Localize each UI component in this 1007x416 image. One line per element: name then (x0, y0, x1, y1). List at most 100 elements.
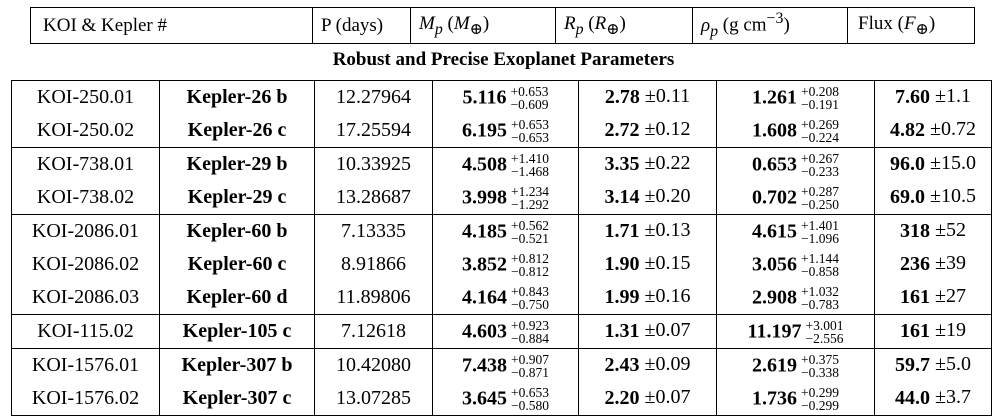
density-value: 4.615 (752, 220, 797, 242)
flux-value: 59.7 (895, 354, 930, 377)
density-value: 2.908 (752, 286, 797, 308)
mass-value: 4.185 (462, 220, 507, 242)
header-flux: Flux (F⊕) (847, 7, 975, 44)
density-error-upper: +0.287 (801, 183, 839, 199)
mass-error: +1.234 −1.292 (511, 184, 549, 212)
table-row: KOI-2086.01 Kepler-60 b 7.13335 4.185 +0.562… (11, 214, 992, 248)
radius-cell: 2.43 ±0.09 (578, 348, 717, 382)
mass-error-lower: −0.580 (511, 397, 549, 413)
period-cell: 17.25594 (314, 114, 433, 148)
density-error-upper: +0.267 (801, 150, 839, 166)
density-value: 1.736 (752, 387, 797, 409)
density-error-upper: +1.032 (801, 283, 839, 299)
header-koi-kepler: KOI & Kepler # (30, 7, 313, 44)
table-caption: Robust and Precise Exoplanet Parameters (332, 49, 675, 70)
kepler-cell: Kepler-29 c (159, 181, 315, 215)
mass-value: 3.852 (462, 253, 507, 275)
density-cell: 11.197 +3.001 −2.556 (716, 314, 875, 349)
density-cell: 2.908 +1.032 −0.783 (716, 281, 875, 315)
koi-cell: KOI-2086.03 (11, 281, 160, 315)
mass-error-lower: −0.884 (511, 330, 549, 346)
koi-cell: KOI-738.01 (11, 147, 160, 181)
koi-cell: KOI-250.02 (11, 114, 160, 148)
mass-value: 4.603 (462, 320, 507, 342)
period-cell: 10.42080 (314, 348, 433, 382)
flux-value: 69.0 (890, 186, 925, 209)
flux-value: 318 (900, 220, 930, 243)
flux-value: 4.82 (890, 119, 925, 142)
flux-cell: 96.0 ±15.0 (874, 147, 992, 181)
mass-value: 3.645 (462, 387, 507, 409)
flux-value: 236 (900, 253, 930, 276)
mass-value: 4.508 (462, 153, 507, 175)
header-mass: Mp (M⊕) (410, 7, 556, 44)
flux-error: ±10.5 (930, 185, 976, 208)
density-error-lower: −0.191 (801, 96, 839, 112)
density-error-lower: −0.224 (801, 129, 839, 145)
mass-error-upper: +0.653 (511, 384, 549, 400)
radius-value: 1.71 (604, 220, 640, 243)
kepler-cell: Kepler-60 d (159, 281, 315, 315)
radius-cell: 1.99 ±0.16 (578, 281, 717, 315)
density-cell: 1.261 +0.208 −0.191 (716, 80, 875, 114)
flux-error: ±52 (935, 219, 966, 242)
flux-cell: 161 ±19 (874, 314, 992, 349)
flux-error: ±39 (935, 252, 966, 275)
period-cell: 12.27964 (314, 80, 433, 114)
flux-cell: 4.82 ±0.72 (874, 114, 992, 148)
mass-cell: 6.195 +0.653 −0.653 (432, 114, 579, 148)
header-radius: Rp (R⊕) (555, 7, 693, 44)
density-cell: 4.615 +1.401 −1.096 (716, 214, 875, 248)
flux-error: ±15.0 (930, 152, 976, 175)
table-row: KOI-1576.01 Kepler-307 b 10.42080 7.438 +0.9… (11, 348, 992, 382)
header-density: ρp (g cm−3) (692, 7, 848, 44)
flux-value: 161 (900, 320, 930, 343)
table-row: KOI-738.01 Kepler-29 b 10.33925 4.508 +1.410… (11, 147, 992, 181)
flux-value: 44.0 (895, 387, 930, 410)
mass-error-upper: +0.843 (511, 283, 549, 299)
mass-cell: 3.852 +0.812 −0.812 (432, 248, 579, 281)
table-row: KOI-2086.02 Kepler-60 c 8.91866 3.852 +0.812… (11, 248, 992, 281)
density-error-lower: −0.233 (801, 163, 839, 179)
flux-error: ±1.1 (935, 85, 971, 108)
density-error-lower: −0.299 (801, 397, 839, 413)
density-error: +1.144 −0.858 (801, 251, 839, 278)
density-value: 1.608 (752, 119, 797, 141)
mass-cell: 3.998 +1.234 −1.292 (432, 181, 579, 215)
koi-cell: KOI-1576.02 (11, 382, 160, 416)
period-cell: 10.33925 (314, 147, 433, 181)
mass-value: 5.116 (462, 86, 507, 108)
table-row: KOI-250.02 Kepler-26 c 17.25594 6.195 +0.653… (11, 114, 992, 148)
density-value: 2.619 (752, 354, 797, 376)
kepler-cell: Kepler-307 c (159, 382, 315, 416)
mass-error: +1.410 −1.468 (511, 151, 549, 178)
density-error-upper: +0.375 (801, 351, 839, 367)
radius-value: 1.31 (604, 320, 640, 343)
mass-cell: 4.508 +1.410 −1.468 (432, 147, 579, 181)
density-error-upper: +3.001 (805, 317, 844, 333)
koi-cell: KOI-1576.01 (11, 348, 160, 382)
koi-cell: KOI-2086.01 (11, 214, 160, 248)
density-value: 3.056 (752, 253, 797, 275)
period-cell: 13.07285 (314, 382, 433, 416)
density-error-lower: −0.338 (801, 364, 839, 380)
density-error: +0.287 −0.250 (801, 183, 839, 211)
density-cell: 3.056 +1.144 −0.858 (716, 248, 875, 281)
density-error-lower: −2.556 (805, 330, 844, 346)
flux-error: ±19 (935, 319, 966, 342)
density-error: +1.401 −1.096 (801, 218, 839, 245)
flux-cell: 69.0 ±10.5 (874, 181, 992, 215)
mass-error: +0.843 −0.750 (511, 283, 549, 311)
density-error-upper: +0.208 (801, 83, 839, 99)
kepler-cell: Kepler-26 c (159, 114, 315, 148)
radius-value: 2.78 (604, 86, 640, 109)
radius-error: ±0.15 (644, 252, 691, 275)
radius-cell: 2.78 ±0.11 (578, 80, 717, 114)
density-error-lower: −0.783 (801, 296, 839, 312)
radius-value: 3.14 (604, 186, 640, 209)
mass-error-lower: −1.292 (511, 196, 549, 212)
mass-error-lower: −0.609 (510, 96, 549, 112)
flux-error: ±5.0 (935, 353, 971, 376)
mass-cell: 5.116 +0.653 −0.609 (432, 80, 579, 114)
